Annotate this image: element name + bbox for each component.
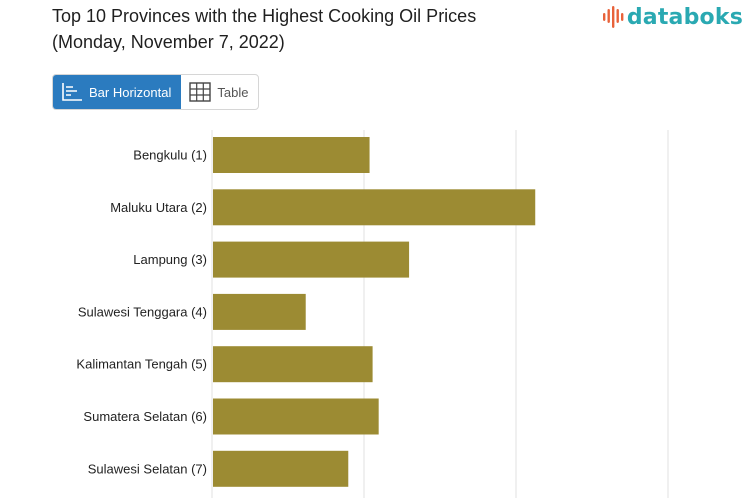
- category-label: Bengkulu (1): [133, 148, 207, 163]
- bar-horizontal-label: Bar Horizontal: [89, 84, 172, 100]
- logo-bars-icon: [602, 6, 624, 28]
- category-label: Sulawesi Selatan (7): [88, 461, 207, 476]
- databoks-logo: databoks: [602, 4, 743, 30]
- bar-horizontal-icon: [62, 83, 82, 101]
- logo-text: databoks: [626, 4, 743, 30]
- bar-6[interactable]: [213, 398, 379, 435]
- category-label: Kalimantan Tengah (5): [76, 357, 207, 372]
- category-label: Sumatera Selatan (6): [83, 409, 207, 424]
- view-toggle: Bar Horizontal Table: [52, 74, 260, 110]
- table-label: Table: [217, 84, 249, 100]
- category-label: Lampung (3): [133, 252, 207, 267]
- bar-horizontal-button[interactable]: Bar Horizontal: [53, 75, 182, 109]
- bar-2[interactable]: [213, 189, 536, 226]
- bar-7[interactable]: [213, 450, 349, 487]
- chart-title: Top 10 Provinces with the Highest Cookin…: [52, 3, 612, 55]
- bar-5[interactable]: [213, 346, 373, 383]
- category-label: Sulawesi Tenggara (4): [78, 304, 207, 319]
- bar-4[interactable]: [213, 293, 306, 330]
- category-label: Maluku Utara (2): [110, 200, 207, 215]
- table-button[interactable]: Table: [181, 75, 258, 109]
- chart-title-line1: Top 10 Provinces with the Highest Cookin…: [52, 6, 477, 26]
- bar-1[interactable]: [213, 137, 370, 173]
- table-icon: [189, 82, 212, 102]
- bar-3[interactable]: [213, 241, 410, 278]
- chart-title-line2: (Monday, November 7, 2022): [52, 32, 285, 52]
